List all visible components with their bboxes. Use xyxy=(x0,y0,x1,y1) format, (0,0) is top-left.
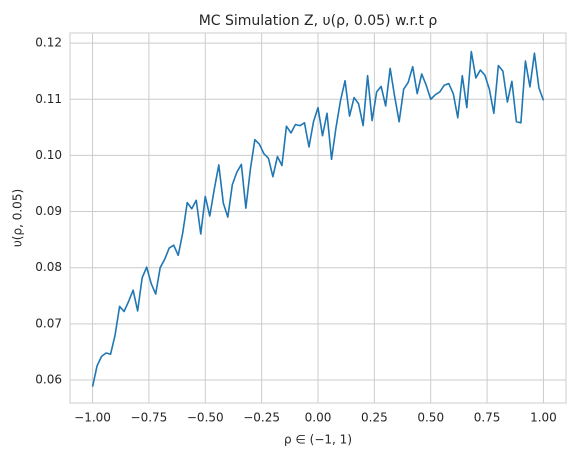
data-line xyxy=(91,50,545,387)
y-tick-label: 0.08 xyxy=(35,260,62,274)
x-tick-label: −0.25 xyxy=(243,411,280,425)
y-tick-label: 0.09 xyxy=(35,204,62,218)
y-axis-label: υ(ρ, 0.05) xyxy=(11,189,25,247)
x-tick-label: −1.00 xyxy=(74,411,111,425)
x-tick-label: −0.75 xyxy=(131,411,168,425)
x-tick-label: −0.50 xyxy=(187,411,224,425)
x-tick-label: 0.25 xyxy=(361,411,388,425)
x-tick-label: 1.00 xyxy=(530,411,557,425)
y-tick-label: 0.06 xyxy=(35,372,62,386)
y-tick-label: 0.11 xyxy=(35,92,62,106)
y-tick-label: 0.12 xyxy=(35,36,62,50)
y-tick-label: 0.07 xyxy=(35,316,62,330)
chart-title: MC Simulation Z, υ(ρ, 0.05) w.r.t ρ xyxy=(199,13,438,29)
x-tick-label: 0.50 xyxy=(417,411,444,425)
x-tick-label: 0.75 xyxy=(474,411,501,425)
x-tick-label: 0.00 xyxy=(305,411,332,425)
plot-frame xyxy=(69,32,567,404)
x-axis-label: ρ ∈ (−1, 1) xyxy=(284,433,352,447)
y-tick-label: 0.10 xyxy=(35,148,62,162)
